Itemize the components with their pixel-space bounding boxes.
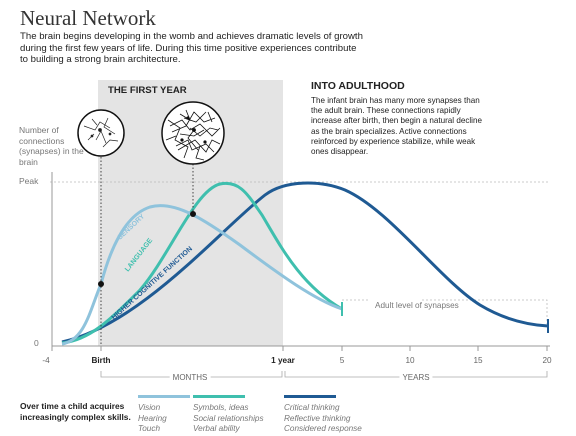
legend-item: Reflective thinking [284,413,351,423]
legend-group-sensory: Vision Hearing Touch [138,403,167,435]
legend-group-higher-cognitive: Critical thinking Reflective thinking Co… [284,403,362,435]
neuron-birth-illustration [77,109,125,157]
birth-point [98,281,104,287]
adult-level-label: Adult level of synapses [375,301,459,310]
legend-group-language: Symbols, ideas Social relationships Verb… [193,403,264,435]
first-year-label: THE FIRST YEAR [108,85,187,96]
legend-item: Verbal ability [193,424,240,434]
x-tick-birth: Birth [91,356,111,365]
y-axis-label: Number of connections (synapses) in the … [19,125,84,167]
month8-point [190,211,196,217]
legend-item: Symbols, ideas [193,403,249,412]
x-tick-minus4: -4 [42,356,50,365]
years-label: YEARS [399,373,433,382]
legend-swatch-higher-cognitive [284,395,336,398]
y-tick-peak: Peak [19,176,39,186]
x-tick-1-year: 1 year [271,356,295,365]
x-tick-20: 20 [542,356,552,365]
x-tick-5: 5 [339,356,345,365]
legend-item: Vision [138,403,161,412]
y-tick-zero: 0 [34,338,39,348]
legend-swatch-language [193,395,245,398]
months-label: MONTHS [169,373,211,382]
legend-swatch-sensory [138,395,190,398]
x-tick-15: 15 [473,356,483,365]
adulthood-text: The infant brain has many more synapses … [311,96,482,157]
legend-item: Critical thinking [284,403,340,412]
adult-level-bracket [341,299,368,308]
x-tick-marks [51,346,548,351]
legend-item: Hearing [138,413,167,423]
adult-level-bracket-right [422,299,548,324]
page-title: Neural Network [20,6,156,30]
intro-text: The brain begins developing in the womb … [20,31,363,65]
series-line-higher-cognitive [61,181,549,344]
legend-item: Social relationships [193,413,264,423]
x-tick-10: 10 [405,356,415,365]
neuron-month8-illustration [161,101,225,165]
legend-intro: Over time a child acquires increasingly … [20,401,131,422]
legend-item: Considered response [284,424,362,434]
legend-item: Touch [138,424,161,434]
adulthood-title: INTO ADULTHOOD [311,80,405,92]
series-line-sensory [61,204,343,346]
series-line-language [61,181,343,345]
